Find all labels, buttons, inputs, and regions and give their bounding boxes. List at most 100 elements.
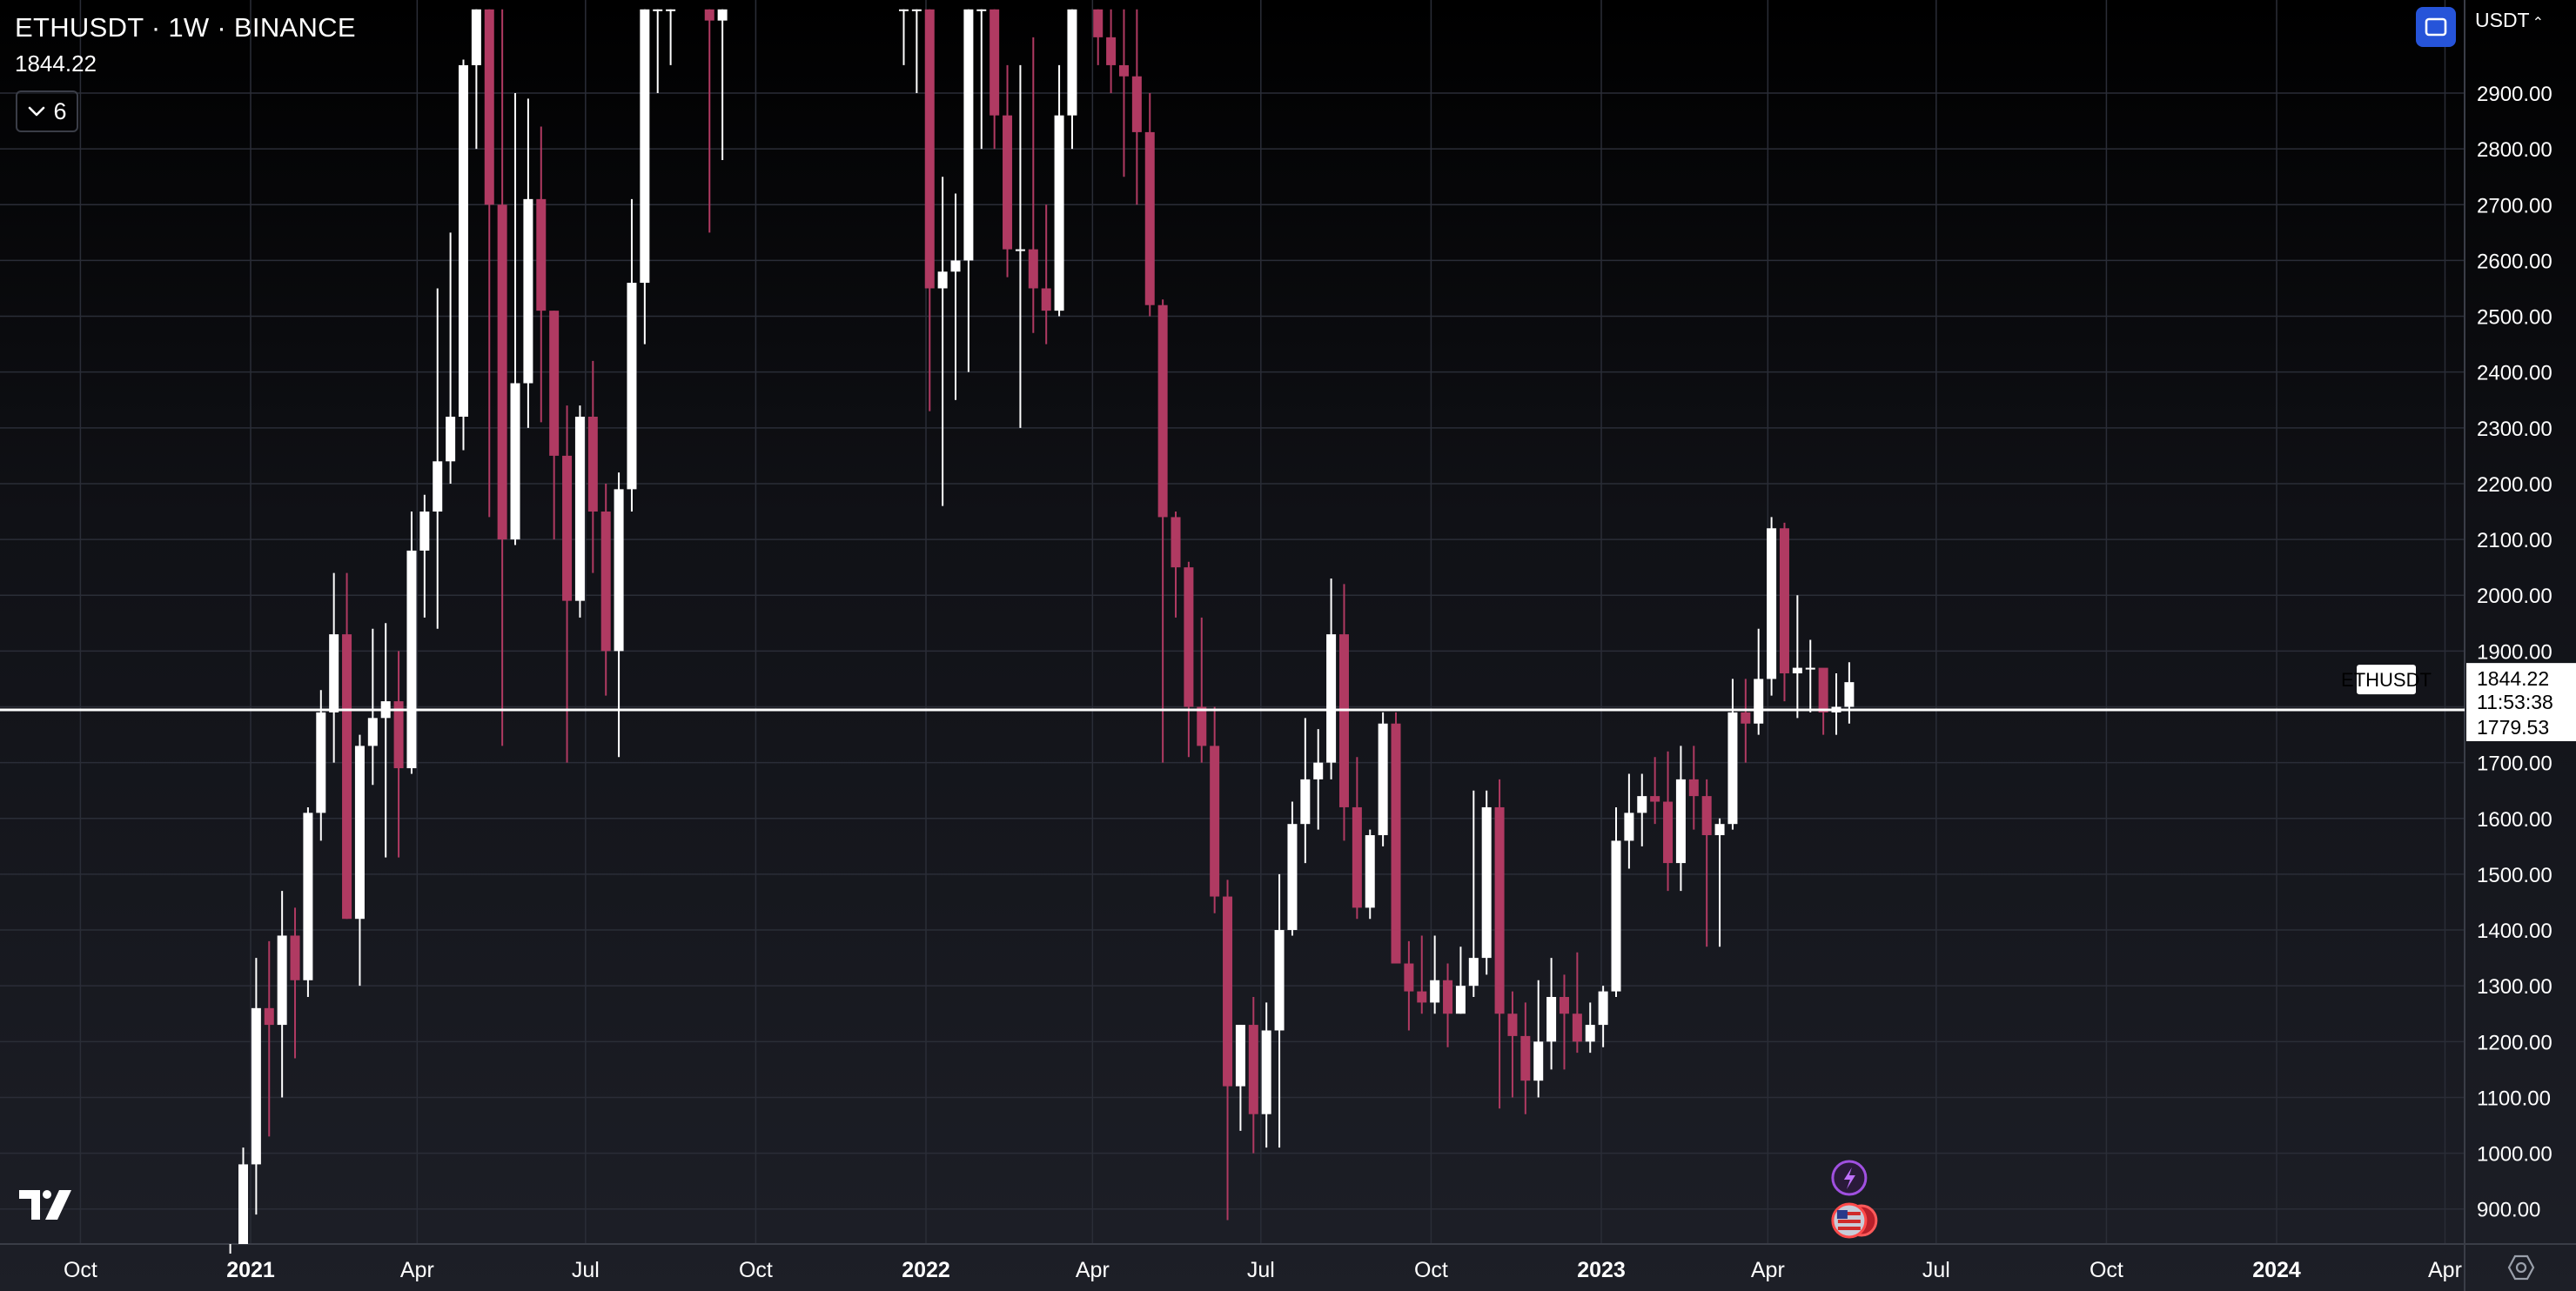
candle-body — [1741, 712, 1751, 724]
candle-body — [1572, 1013, 1582, 1042]
candle — [911, 9, 922, 93]
y-tick-label: 2000.00 — [2477, 585, 2553, 608]
time-axis[interactable]: Oct 2021 Apr Jul Oct 2022 Apr Jul Oct 2023 Apr Jul O… — [64, 1258, 2462, 1282]
last-price: 1844.22 — [15, 50, 97, 77]
candle-body — [1157, 304, 1168, 518]
candle — [976, 9, 987, 150]
candle-body — [433, 461, 443, 512]
candle — [523, 98, 533, 428]
candle-body — [1003, 115, 1013, 250]
candle — [1741, 679, 1751, 763]
candle — [653, 9, 663, 93]
candle-body — [704, 9, 714, 21]
caret-icon: ⌃ — [2532, 16, 2545, 30]
indicators-toggle-button[interactable]: 6 — [16, 90, 78, 132]
flag-stripe — [1837, 1227, 1861, 1230]
candle-body — [989, 9, 1000, 116]
candle — [1675, 746, 1686, 892]
y-tick-label: 1900.00 — [2477, 640, 2553, 664]
candle — [989, 9, 1000, 150]
candle — [1714, 818, 1725, 947]
candle — [1054, 64, 1064, 317]
candle — [1533, 980, 1544, 1098]
candle — [1131, 9, 1142, 205]
x-tick-label: Oct — [1414, 1258, 1448, 1282]
symbol-price-tag: ETHUSDT — [2341, 665, 2432, 695]
y-tick-label: 2900.00 — [2477, 83, 2553, 106]
last-price-tag-bg — [2466, 663, 2576, 718]
candle-body — [1443, 980, 1453, 1014]
gear-icon[interactable] — [2506, 1253, 2536, 1287]
candle-body — [1818, 667, 1828, 712]
candle — [251, 958, 261, 1215]
x-tick-label: Jul — [1247, 1258, 1275, 1282]
candle — [1688, 746, 1699, 830]
symbol-title[interactable]: ETHUSDT · 1W · BINANCE — [15, 12, 356, 43]
candle — [1727, 679, 1738, 830]
y-tick-label: 1100.00 — [2477, 1087, 2551, 1110]
candle — [1585, 1002, 1595, 1054]
fullscreen-icon — [2425, 17, 2447, 37]
candle — [471, 9, 481, 150]
lightning-icon[interactable] — [1831, 1160, 1868, 1196]
price-axis[interactable]: 900.00 1000.00 1100.00 1200.00 1300.00 1400.0… — [2477, 83, 2553, 1222]
candle-body — [549, 311, 560, 456]
candle — [1430, 935, 1440, 1014]
candle-body — [316, 712, 326, 813]
y-tick-label: 1200.00 — [2477, 1031, 2553, 1054]
candle — [290, 907, 300, 1059]
y-tick-label: 900.00 — [2477, 1199, 2540, 1222]
candle-body — [976, 9, 987, 11]
candle-body — [1754, 679, 1764, 724]
candle — [1326, 578, 1337, 779]
candle — [446, 232, 456, 484]
candle — [433, 288, 443, 629]
x-tick-label: Oct — [64, 1258, 97, 1282]
candle-body — [510, 383, 520, 540]
candle-body — [653, 9, 663, 11]
candle — [1754, 628, 1764, 735]
candle-body — [1494, 806, 1505, 1014]
candle-body — [1598, 991, 1608, 1026]
candle — [264, 940, 274, 1137]
x-tick-label: 2022 — [902, 1258, 950, 1282]
candle — [536, 126, 547, 423]
candle — [717, 9, 728, 160]
candle-body — [640, 9, 650, 284]
candle-body — [614, 489, 624, 652]
candle-body — [1378, 723, 1388, 836]
countdown-text: 11:53:38 — [2477, 691, 2553, 713]
y-tick-label: 1700.00 — [2477, 753, 2553, 776]
candle-body — [1792, 667, 1802, 674]
candle-body — [1235, 1025, 1245, 1087]
candle-body — [1767, 528, 1777, 679]
candle — [1663, 751, 1674, 892]
candle-body — [523, 198, 533, 384]
candle-body — [471, 9, 481, 65]
candle — [1844, 662, 1855, 724]
flag-stripe — [1837, 1212, 1861, 1215]
currency-selector[interactable]: USDT ⌃ — [2475, 9, 2544, 32]
candle — [1391, 712, 1401, 964]
candle-body — [446, 416, 456, 462]
candle-body — [1391, 723, 1401, 964]
candle-body — [937, 271, 948, 289]
candle — [1144, 93, 1155, 317]
candle — [277, 891, 287, 1098]
candle-body — [600, 512, 611, 652]
y-tick-label: 1500.00 — [2477, 864, 2553, 887]
y-tick-label: 1600.00 — [2477, 808, 2553, 832]
tradingview-logo[interactable] — [19, 1188, 75, 1226]
candle-body — [1338, 634, 1349, 807]
candle-body — [238, 1164, 248, 1244]
fullscreen-button[interactable] — [2416, 7, 2456, 47]
candle — [1338, 584, 1349, 841]
y-tick-label: 2300.00 — [2477, 418, 2553, 441]
us-flag-icon[interactable] — [1831, 1202, 1878, 1239]
candle-body — [1520, 1035, 1531, 1081]
candle — [1546, 958, 1557, 1070]
candle-body — [406, 550, 417, 769]
y-tick-label: 2400.00 — [2477, 362, 2553, 385]
